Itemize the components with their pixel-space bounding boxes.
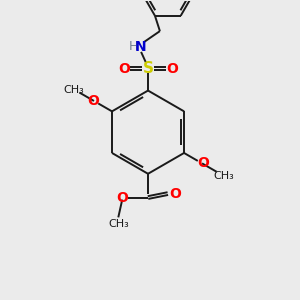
Text: O: O [87, 94, 99, 108]
Text: O: O [166, 62, 178, 76]
Text: CH₃: CH₃ [64, 85, 85, 94]
Text: O: O [118, 62, 130, 76]
Text: CH₃: CH₃ [108, 219, 129, 229]
Text: O: O [197, 156, 209, 170]
Text: H: H [128, 40, 138, 53]
Text: O: O [169, 187, 181, 201]
Text: S: S [142, 61, 154, 76]
Text: N: N [134, 40, 146, 54]
Text: O: O [116, 190, 128, 205]
Text: CH₃: CH₃ [213, 171, 234, 181]
